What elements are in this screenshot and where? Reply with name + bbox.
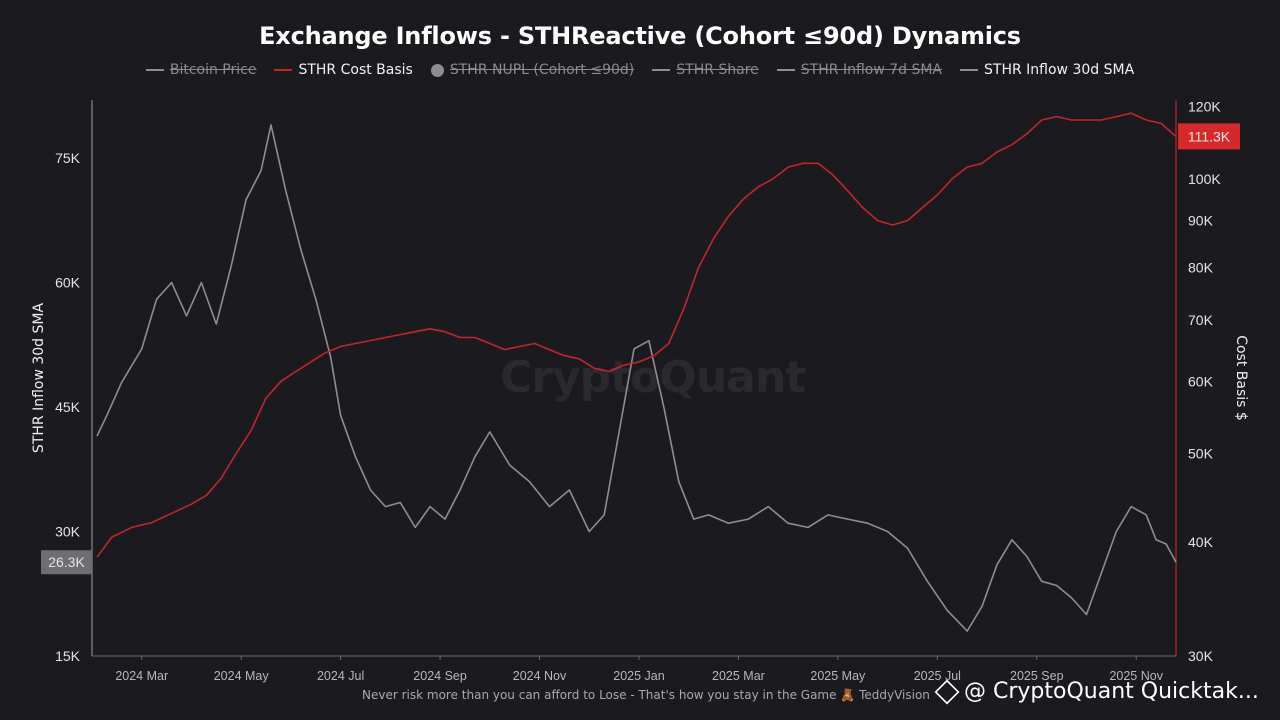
left-last-value-badge <box>41 550 92 575</box>
brand-credit: @ CryptoQuant Quicktak... <box>934 679 1259 704</box>
legend-label: STHR Cost Basis <box>298 62 413 78</box>
left-last-value-label: 26.3K <box>48 554 85 570</box>
right-last-value-label: 111.3K <box>1188 128 1231 144</box>
legend-line-icon <box>776 69 795 71</box>
legend-line-icon <box>145 69 164 71</box>
x-tick-label: 2025 May <box>810 669 866 683</box>
binance-logo-icon <box>934 679 960 704</box>
left-tick-label: 45K <box>55 399 81 415</box>
legend-label: STHR Inflow 30d SMA <box>984 62 1135 78</box>
legend-item-sthr-inflow-30d[interactable]: STHR Inflow 30d SMA <box>960 62 1134 78</box>
series-line-sthr-inflow-30d-sma <box>96 124 1177 632</box>
series-line-sthr-cost-basis <box>96 112 1177 558</box>
legend-item-sthr-inflow-7d[interactable]: STHR Inflow 7d SMA <box>776 62 943 78</box>
left-tick-label: 15K <box>55 648 81 664</box>
x-tick-label: 2025 Jan <box>613 669 664 683</box>
legend-line-icon <box>652 69 671 71</box>
legend-label: STHR Share <box>676 62 759 78</box>
left-tick-label: 75K <box>55 150 81 166</box>
x-tick-label: 2024 May <box>214 669 270 683</box>
legend-line-icon <box>274 69 293 71</box>
x-tick-label: 2025 Jul <box>914 669 961 683</box>
legend: Bitcoin Price STHR Cost Basis STHR NUPL … <box>0 62 1280 78</box>
right-tick-label: 60K <box>1188 373 1214 389</box>
footer-note: Never risk more than you can afford to L… <box>362 688 930 702</box>
left-tick-label: 60K <box>55 275 81 291</box>
left-axis-title: STHR Inflow 30d SMA <box>31 303 47 454</box>
x-tick-label: 2025 Mar <box>712 669 765 683</box>
legend-item-bitcoin-price[interactable]: Bitcoin Price <box>145 62 257 78</box>
legend-item-sthr-share[interactable]: STHR Share <box>652 62 759 78</box>
left-tick-label: 30K <box>55 524 81 540</box>
right-tick-label: 90K <box>1188 213 1214 229</box>
right-tick-label: 50K <box>1188 446 1214 462</box>
right-tick-label: 80K <box>1188 259 1214 275</box>
legend-label: Bitcoin Price <box>169 62 257 78</box>
legend-item-sthr-cost-basis[interactable]: STHR Cost Basis <box>274 62 413 78</box>
x-tick-label: 2024 Nov <box>513 669 567 683</box>
legend-line-icon <box>960 69 979 71</box>
legend-label: STHR Inflow 7d SMA <box>800 62 943 78</box>
x-tick-label: 2024 Jul <box>317 669 364 683</box>
right-tick-label: 100K <box>1188 171 1221 187</box>
x-tick-label: 2025 Sep <box>1010 669 1064 683</box>
right-tick-label: 120K <box>1188 99 1221 115</box>
x-tick-label: 2025 Nov <box>1109 669 1163 683</box>
right-axis-title: Cost Basis $ <box>1233 335 1249 421</box>
brand-text: @ CryptoQuant Quicktak... <box>964 679 1259 704</box>
right-tick-label: 30K <box>1188 648 1214 664</box>
legend-item-sthr-nupl[interactable]: STHR NUPL (Cohort ≤90d) <box>430 62 635 78</box>
legend-dot-icon <box>430 63 444 77</box>
x-tick-label: 2024 Sep <box>413 669 467 683</box>
right-tick-label: 40K <box>1188 534 1214 550</box>
right-last-value-badge <box>1178 123 1240 150</box>
chart-title: Exchange Inflows - STHReactive (Cohort ≤… <box>259 22 1021 50</box>
x-tick-label: 2024 Mar <box>115 669 168 683</box>
right-tick-label: 70K <box>1188 312 1214 328</box>
legend-label: STHR NUPL (Cohort ≤90d) <box>449 62 635 78</box>
